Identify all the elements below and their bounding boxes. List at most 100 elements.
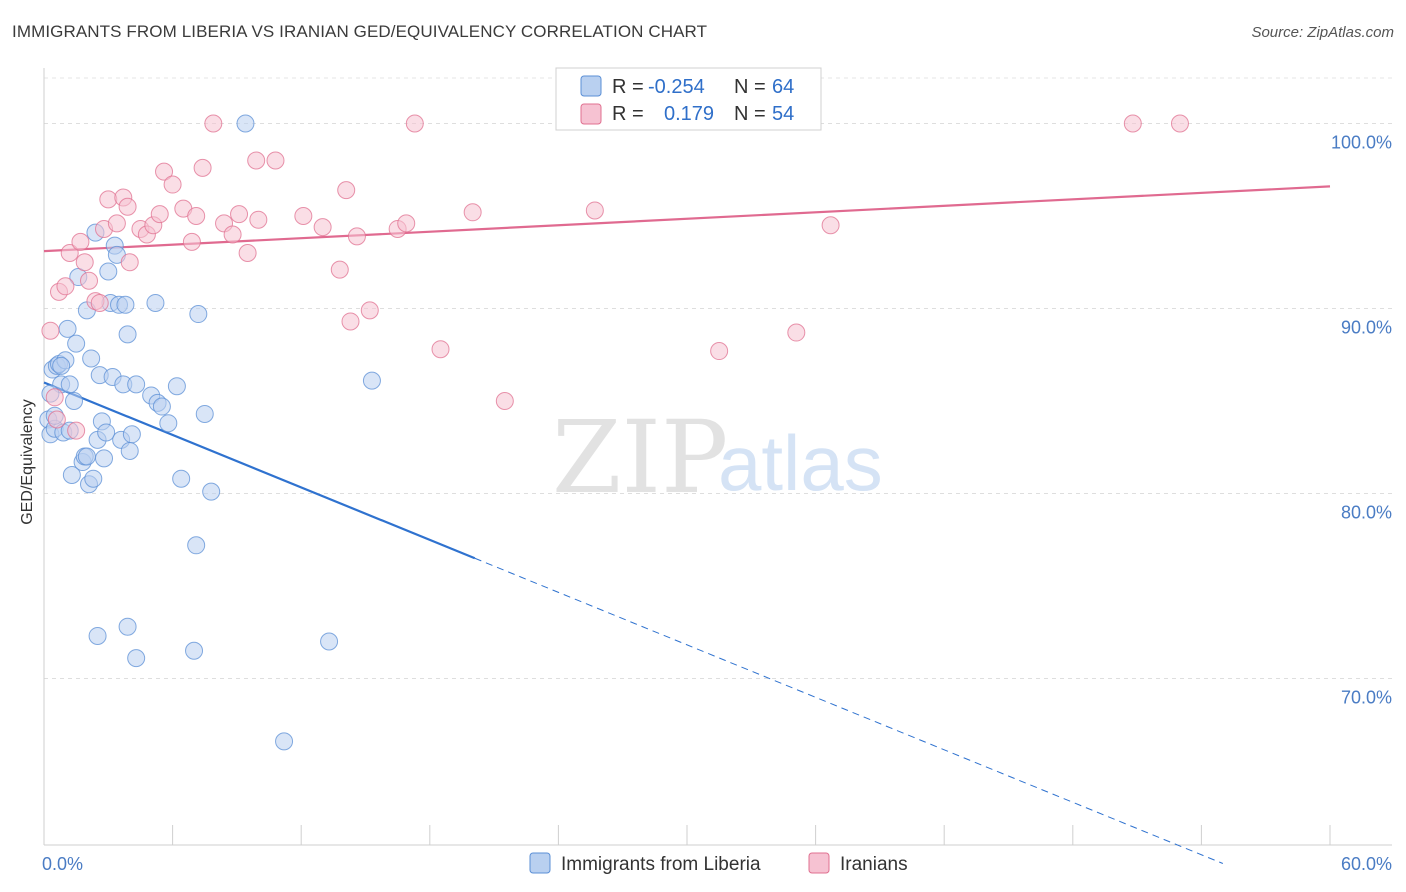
y-tick-label-2: 80.0% bbox=[1341, 503, 1392, 523]
y-tick-label-0: 100.0% bbox=[1331, 133, 1392, 153]
iranian-point-37 bbox=[313, 218, 332, 237]
liberia-trend-extension bbox=[474, 557, 1224, 864]
liberia-point-63 bbox=[52, 356, 71, 375]
iranian-point-6 bbox=[67, 421, 86, 440]
iranian-point-30 bbox=[223, 225, 242, 244]
liberia-point-35 bbox=[116, 295, 135, 314]
grid-lines bbox=[44, 77, 1392, 679]
iranian-point-46 bbox=[431, 340, 450, 359]
y-tick-labels: 100.0% 90.0% 80.0% 70.0% bbox=[1331, 133, 1392, 708]
iranian-point-52 bbox=[821, 216, 840, 235]
iranian-point-42 bbox=[360, 301, 379, 320]
liberia-point-47 bbox=[185, 641, 204, 660]
y-tick-label-3: 70.0% bbox=[1341, 688, 1392, 708]
liberia-point-27 bbox=[99, 262, 118, 281]
legend-n-label-1: N = bbox=[734, 76, 766, 98]
liberia-point-41 bbox=[146, 293, 165, 312]
iranian-point-34 bbox=[249, 210, 268, 229]
liberia-point-54 bbox=[320, 632, 339, 651]
liberia-point-19 bbox=[82, 349, 101, 368]
trend-lines bbox=[43, 185, 1331, 864]
liberia-point-26 bbox=[97, 423, 116, 442]
legend-n-label-2: N = bbox=[734, 103, 766, 125]
liberia-point-48 bbox=[187, 536, 206, 555]
liberia-point-37 bbox=[120, 441, 139, 460]
legend-swatch-pink bbox=[580, 103, 602, 125]
liberia-point-36 bbox=[118, 325, 137, 344]
iranian-point-21 bbox=[150, 205, 169, 224]
iranian-point-47 bbox=[463, 203, 482, 222]
iranian-point-35 bbox=[266, 151, 285, 170]
iranian-point-28 bbox=[204, 114, 223, 133]
iranian-point-2 bbox=[47, 410, 66, 429]
iranian-point-27 bbox=[193, 158, 212, 177]
iranian-point-4 bbox=[56, 277, 75, 296]
iranian-point-8 bbox=[75, 253, 94, 272]
liberia-point-12 bbox=[65, 392, 84, 410]
watermark-zip: ZIP bbox=[552, 399, 728, 516]
legend: R = -0.254 N = 64 R = 0.179 N = 54 bbox=[555, 67, 822, 131]
legend-r-value-1: -0.254 bbox=[648, 76, 705, 98]
iranian-point-31 bbox=[230, 205, 249, 224]
liberia-trend-line bbox=[43, 381, 476, 560]
iranian-point-17 bbox=[120, 253, 139, 272]
iranian-point-33 bbox=[247, 151, 266, 170]
iranian-point-44 bbox=[397, 214, 416, 233]
iranian-point-22 bbox=[155, 162, 174, 181]
legend-r-label-2: R = bbox=[612, 103, 644, 125]
liberia-point-20 bbox=[84, 469, 103, 488]
iranian-point-39 bbox=[337, 181, 356, 200]
liberia-point-11 bbox=[62, 466, 81, 484]
iranian-point-54 bbox=[1170, 114, 1189, 133]
liberia-point-55 bbox=[362, 371, 381, 390]
iranian-point-9 bbox=[80, 271, 99, 290]
liberia-point-51 bbox=[202, 482, 221, 501]
liberia-point-43 bbox=[152, 397, 171, 416]
iranian-point-53 bbox=[1123, 114, 1142, 133]
x-tick-label-right: 60.0% bbox=[1341, 854, 1392, 874]
liberia-point-9 bbox=[58, 319, 77, 338]
iranian-point-11 bbox=[90, 293, 109, 312]
iranian-point-50 bbox=[710, 342, 729, 361]
y-axis-label: GED/Equivalency bbox=[19, 399, 36, 524]
iranian-point-41 bbox=[347, 227, 366, 246]
liberia-point-53 bbox=[275, 732, 294, 751]
bottom-legend: Immigrants from Liberia Iranians bbox=[529, 852, 908, 875]
x-tick-label-left: 0.0% bbox=[42, 854, 83, 874]
data-points bbox=[39, 114, 1189, 751]
liberia-point-62 bbox=[77, 447, 96, 466]
liberia-point-38 bbox=[122, 425, 141, 444]
liberia-point-56 bbox=[88, 626, 107, 645]
iranian-point-13 bbox=[99, 190, 118, 209]
iranian-point-48 bbox=[495, 392, 514, 410]
iranian-point-16 bbox=[118, 197, 137, 216]
bottom-legend-swatch-blue bbox=[529, 852, 551, 874]
liberia-point-10 bbox=[60, 375, 79, 394]
legend-r-label-1: R = bbox=[612, 76, 644, 98]
iranian-point-5 bbox=[60, 244, 79, 262]
iranian-point-1 bbox=[45, 388, 64, 407]
bottom-legend-label-blue: Immigrants from Liberia bbox=[561, 854, 761, 875]
iranian-point-38 bbox=[330, 260, 349, 279]
iranian-point-45 bbox=[405, 114, 424, 133]
iranian-point-25 bbox=[182, 232, 201, 251]
chart-title: IMMIGRANTS FROM LIBERIA VS IRANIAN GED/E… bbox=[12, 22, 708, 41]
source-credit: Source: ZipAtlas.com bbox=[1251, 24, 1394, 41]
liberia-point-39 bbox=[127, 375, 146, 394]
y-tick-label-1: 90.0% bbox=[1341, 318, 1392, 338]
liberia-point-57 bbox=[118, 617, 137, 636]
iranian-point-7 bbox=[71, 232, 90, 251]
liberia-point-45 bbox=[167, 377, 186, 396]
iranian-point-36 bbox=[294, 207, 313, 225]
legend-n-value-2: 54 bbox=[772, 103, 794, 125]
liberia-point-52 bbox=[236, 114, 255, 133]
iranian-point-32 bbox=[238, 244, 257, 262]
iranian-point-49 bbox=[585, 201, 604, 220]
iranian-point-51 bbox=[787, 323, 806, 342]
iranian-trend-line bbox=[43, 185, 1331, 253]
bottom-legend-label-pink: Iranians bbox=[840, 854, 908, 875]
iranian-point-26 bbox=[187, 207, 206, 225]
liberia-point-50 bbox=[195, 404, 214, 423]
iranian-point-23 bbox=[163, 175, 182, 194]
